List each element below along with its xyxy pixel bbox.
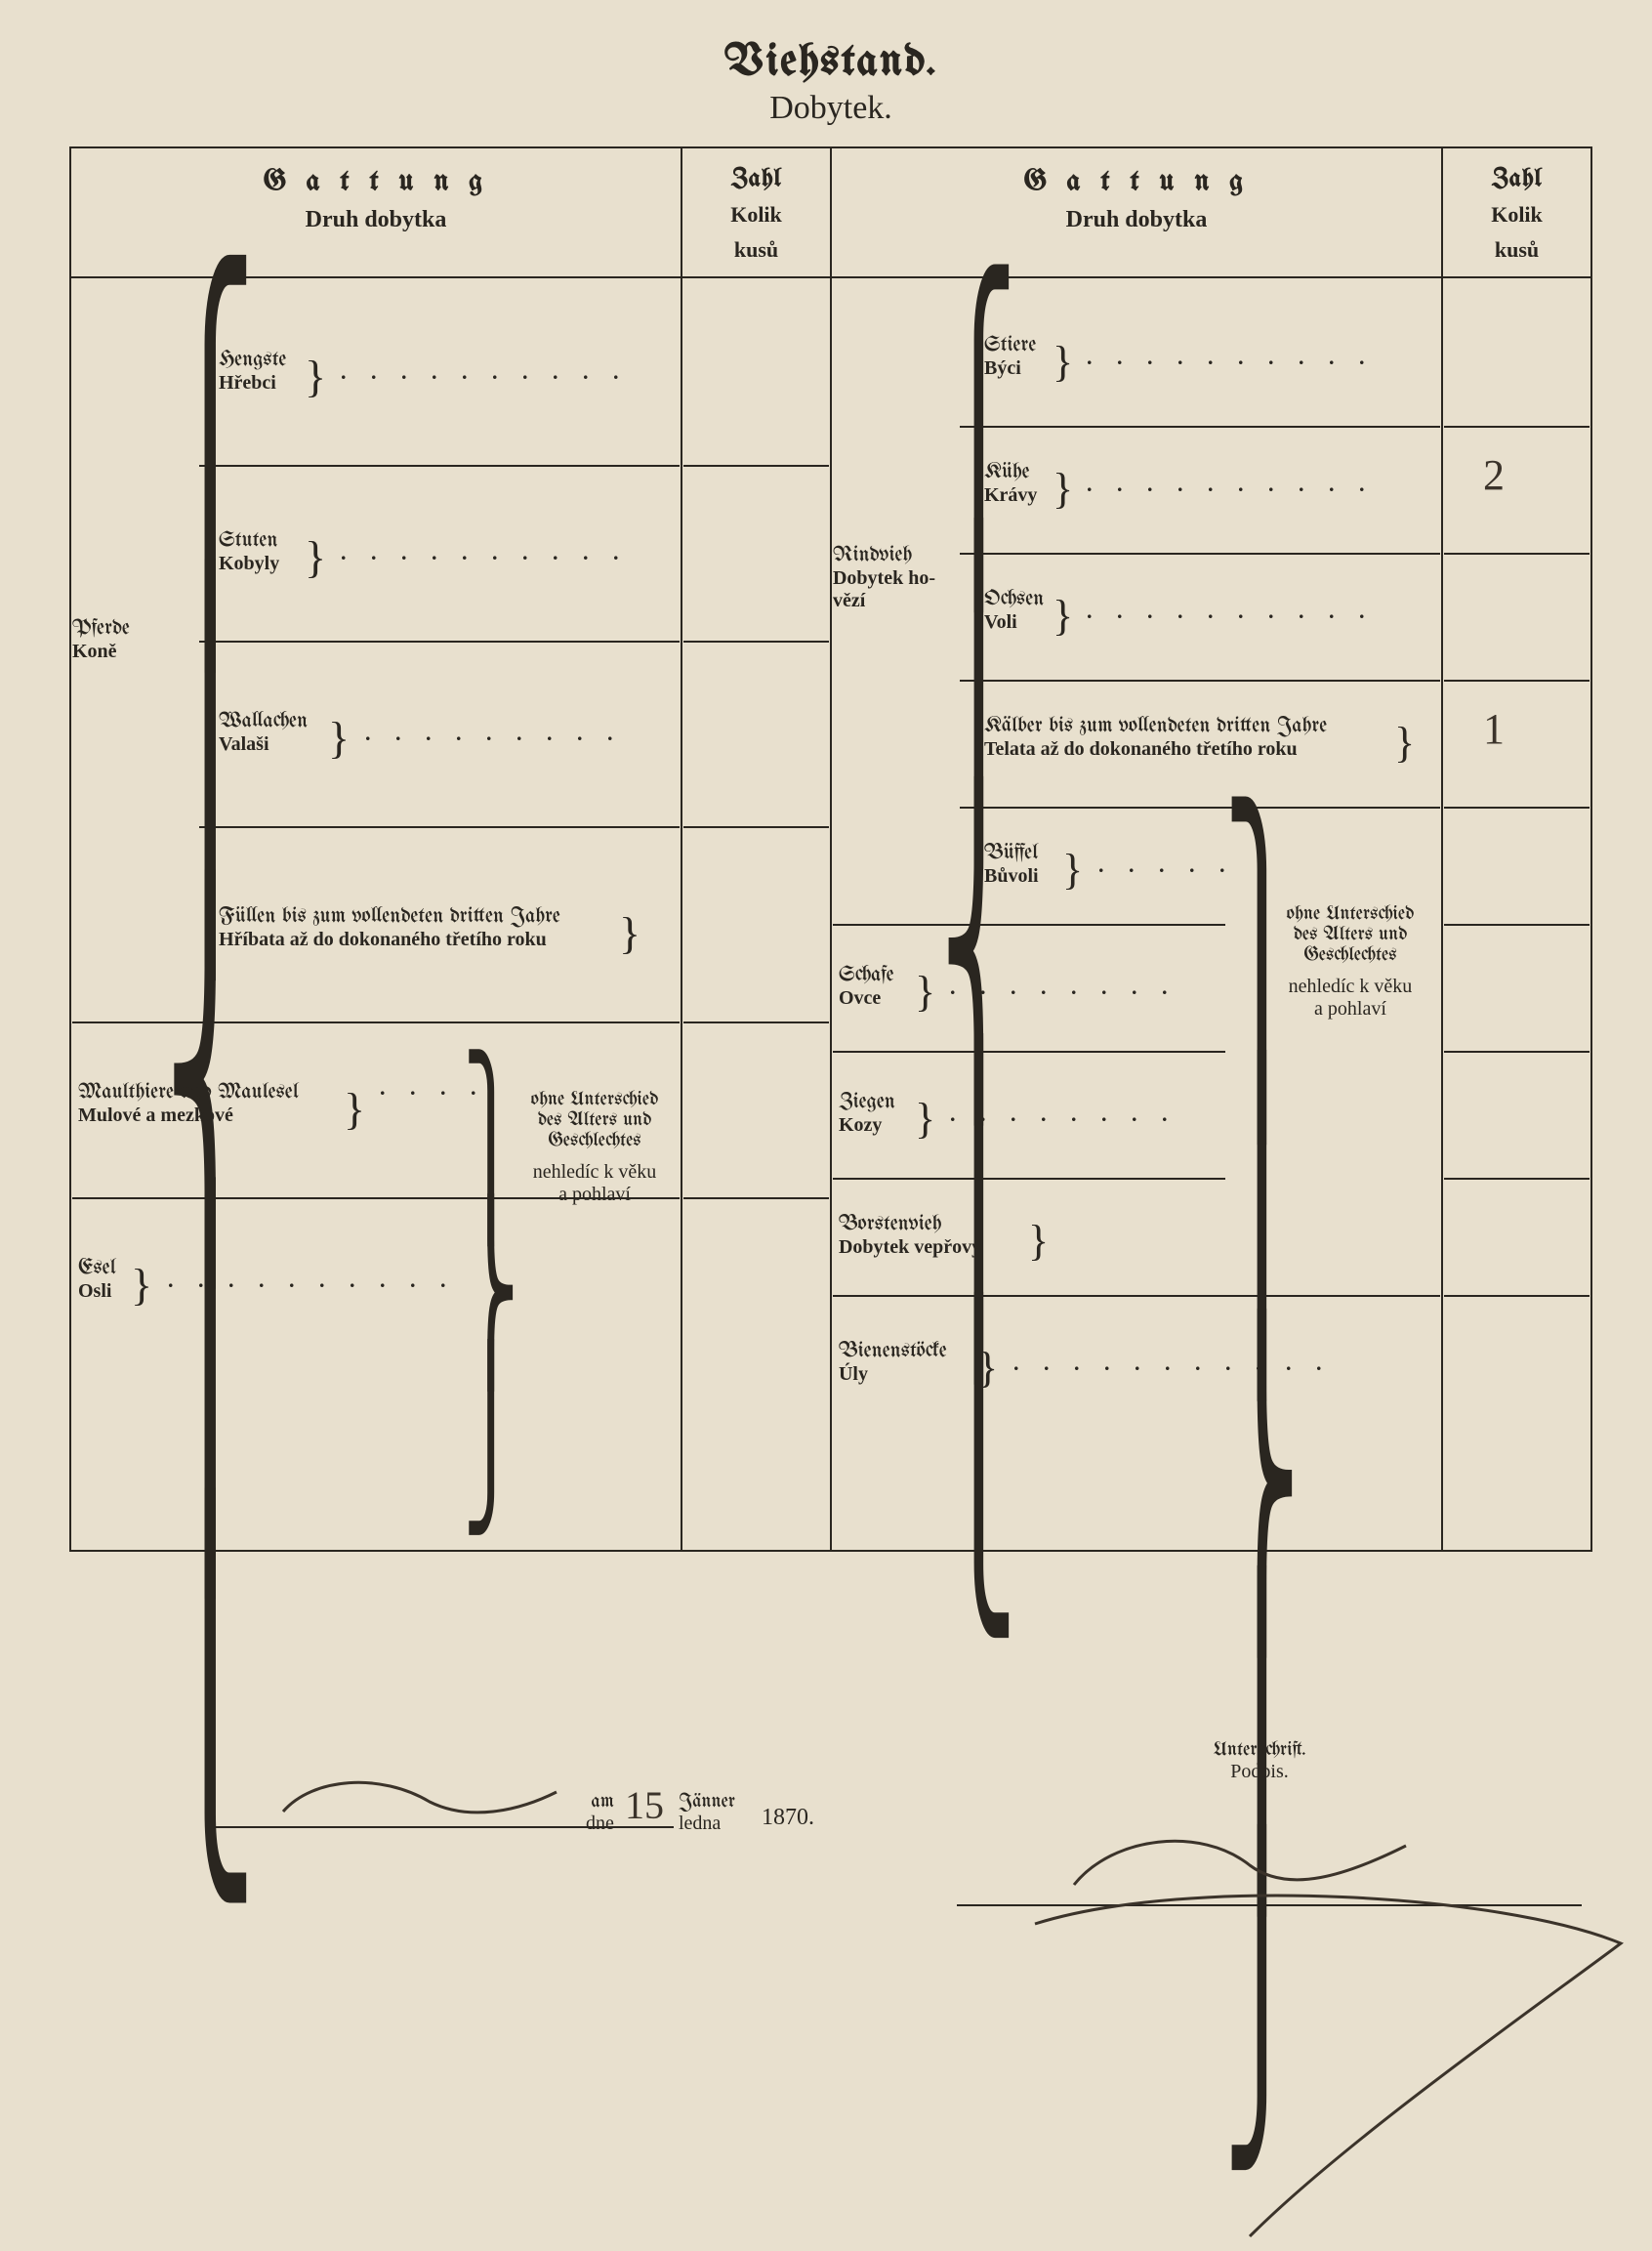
- row-ziegen: ZiegenKozy: [839, 1090, 895, 1137]
- year: 1870.: [762, 1805, 814, 1831]
- right-counts: 2 1: [1442, 277, 1591, 1551]
- row-fuellen: Füllen bis zum vollendeten dritten Jahre…: [219, 904, 560, 951]
- row-stuten: Stuten Kobyly: [219, 528, 279, 575]
- count-kaelber: 1: [1483, 704, 1505, 754]
- row-borst: BorstenviehDobytek vepřový: [839, 1212, 981, 1259]
- row-hengste: Hengste Hřebci: [219, 348, 286, 395]
- left-counts: [681, 277, 831, 1551]
- row-esel: Esel Osli: [78, 1256, 116, 1303]
- title-cz: Dobytek.: [59, 90, 1603, 127]
- row-maulth: Maulthiere und Maulesel Mulové a mezkové: [78, 1080, 299, 1127]
- note-left: ohne Unterschied des Alters und Geschlec…: [502, 1090, 687, 1206]
- count-kuehe: 2: [1483, 450, 1505, 500]
- row-wallachen: Wallachen Valaši: [219, 709, 308, 756]
- date-day: 15: [625, 1782, 664, 1828]
- row-kaelber: Kälber bis zum vollendeten dritten Jahre…: [984, 714, 1327, 761]
- hdr-zahl-left: Zahl Kolik kusů: [681, 147, 831, 277]
- hdr-gattung-right: G a t t u n g Druh dobytka: [831, 147, 1442, 277]
- group-rind: Rindvieh Dobytek ho- vězí: [833, 543, 935, 612]
- left-body: Pferde Koně ⎧⎪⎨⎪⎩ Hengste Hřebci } . . .…: [70, 277, 681, 1551]
- row-schafe: SchafeOvce: [839, 963, 894, 1010]
- right-body: Rindvieh Dobytek ho- vězí ⎧⎪⎨⎪⎩ StiereBý…: [831, 277, 1442, 1551]
- note-right: ohne Unterschied des Alters und Geschlec…: [1258, 904, 1443, 1021]
- hdr-zahl-right: Zahl Kolik kusů: [1442, 147, 1591, 277]
- title-de: Viehstand.: [59, 39, 1603, 86]
- row-stiere: StiereBýci: [984, 333, 1036, 380]
- group-horses: Pferde Koně: [72, 616, 130, 663]
- row-kuehe: KüheKrávy: [984, 460, 1037, 507]
- hdr-gattung-left: G a t t u n g Druh dobytka: [70, 147, 681, 277]
- row-ochsen: OchsenVoli: [984, 587, 1044, 634]
- livestock-table: G a t t u n g Druh dobytka Zahl Kolik ku…: [69, 146, 1592, 1552]
- row-bienen: BienenstöckeÚly: [839, 1339, 947, 1386]
- signature-flourish-icon: [996, 1885, 1652, 2251]
- row-bueffel: BüffelBůvoli: [984, 841, 1039, 888]
- page-title: Viehstand. Dobytek.: [59, 39, 1603, 127]
- sig-flourish2-icon: [1054, 1807, 1425, 1924]
- place-flourish-icon: [273, 1758, 566, 1836]
- signature-label: Unterschrift. Podpis.: [1113, 1738, 1406, 1783]
